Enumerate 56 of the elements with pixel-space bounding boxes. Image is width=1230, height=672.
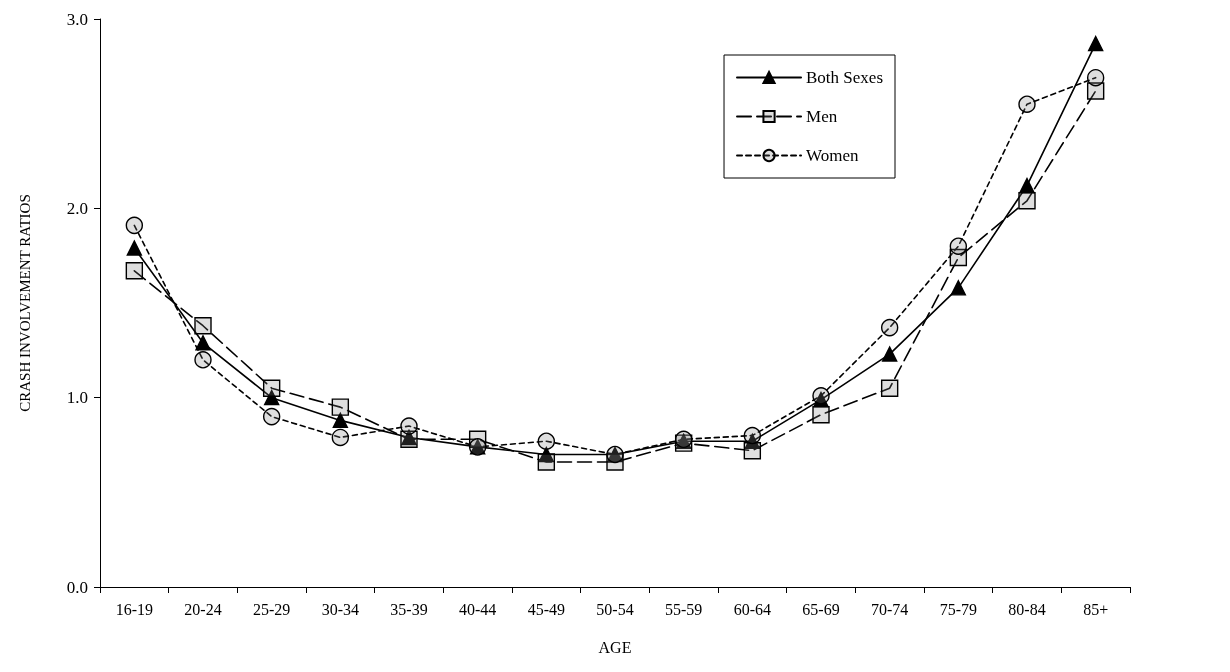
y-axis-title: CRASH INVOLVEMENT RATIOS bbox=[16, 194, 33, 412]
point bbox=[1018, 192, 1036, 210]
point bbox=[263, 389, 280, 406]
point bbox=[332, 412, 349, 429]
x-tick-label: 55-59 bbox=[665, 600, 703, 618]
point bbox=[537, 453, 556, 471]
x-tick-label: 65-69 bbox=[802, 600, 840, 618]
point bbox=[743, 441, 762, 460]
legend-label: Men bbox=[806, 107, 838, 126]
point bbox=[1018, 95, 1036, 113]
point bbox=[881, 346, 898, 362]
x-tick-label: 25-29 bbox=[253, 600, 291, 618]
x-tick-label: 50-54 bbox=[596, 600, 634, 618]
point bbox=[1086, 69, 1105, 87]
x-tick-label: 45-49 bbox=[527, 600, 565, 618]
point bbox=[400, 417, 418, 435]
point bbox=[880, 318, 899, 337]
legend-label: Both Sexes bbox=[806, 68, 884, 87]
x-tick-label: 60-64 bbox=[733, 600, 771, 618]
point bbox=[262, 379, 281, 397]
point bbox=[125, 262, 144, 280]
point bbox=[331, 398, 350, 416]
y-tick-label: 3.0 bbox=[66, 9, 88, 29]
y-tick-label: 1.0 bbox=[66, 388, 88, 408]
x-tick-label: 75-79 bbox=[939, 600, 977, 618]
point bbox=[194, 317, 212, 335]
point bbox=[880, 379, 899, 397]
point bbox=[194, 351, 212, 369]
x-tick-label: 70-74 bbox=[871, 600, 909, 618]
point bbox=[537, 432, 556, 450]
x-tick-label: 80-84 bbox=[1008, 600, 1046, 618]
point bbox=[812, 387, 830, 405]
x-tick-label: 40-44 bbox=[459, 600, 497, 618]
point bbox=[126, 240, 143, 256]
point bbox=[262, 407, 281, 426]
point bbox=[1087, 35, 1104, 52]
point bbox=[949, 237, 968, 255]
point bbox=[812, 406, 830, 424]
x-tick-label: 30-34 bbox=[321, 600, 359, 618]
x-axis-title: AGE bbox=[598, 638, 632, 656]
point bbox=[538, 446, 555, 463]
y-tick-label: 2.0 bbox=[66, 198, 88, 218]
point bbox=[813, 391, 829, 408]
point bbox=[125, 216, 144, 235]
point bbox=[331, 428, 350, 447]
y-tick-label: 0.0 bbox=[66, 577, 88, 597]
x-tick-label: 20-24 bbox=[184, 600, 222, 618]
x-tick-label: 16-19 bbox=[115, 600, 153, 618]
legend-label: Women bbox=[806, 146, 859, 165]
point bbox=[950, 280, 967, 296]
point bbox=[743, 426, 762, 445]
x-tick-label: 35-39 bbox=[390, 600, 428, 618]
x-tick-label: 85+ bbox=[1083, 600, 1109, 618]
point bbox=[1019, 177, 1035, 194]
point bbox=[195, 335, 211, 351]
point bbox=[744, 433, 761, 449]
